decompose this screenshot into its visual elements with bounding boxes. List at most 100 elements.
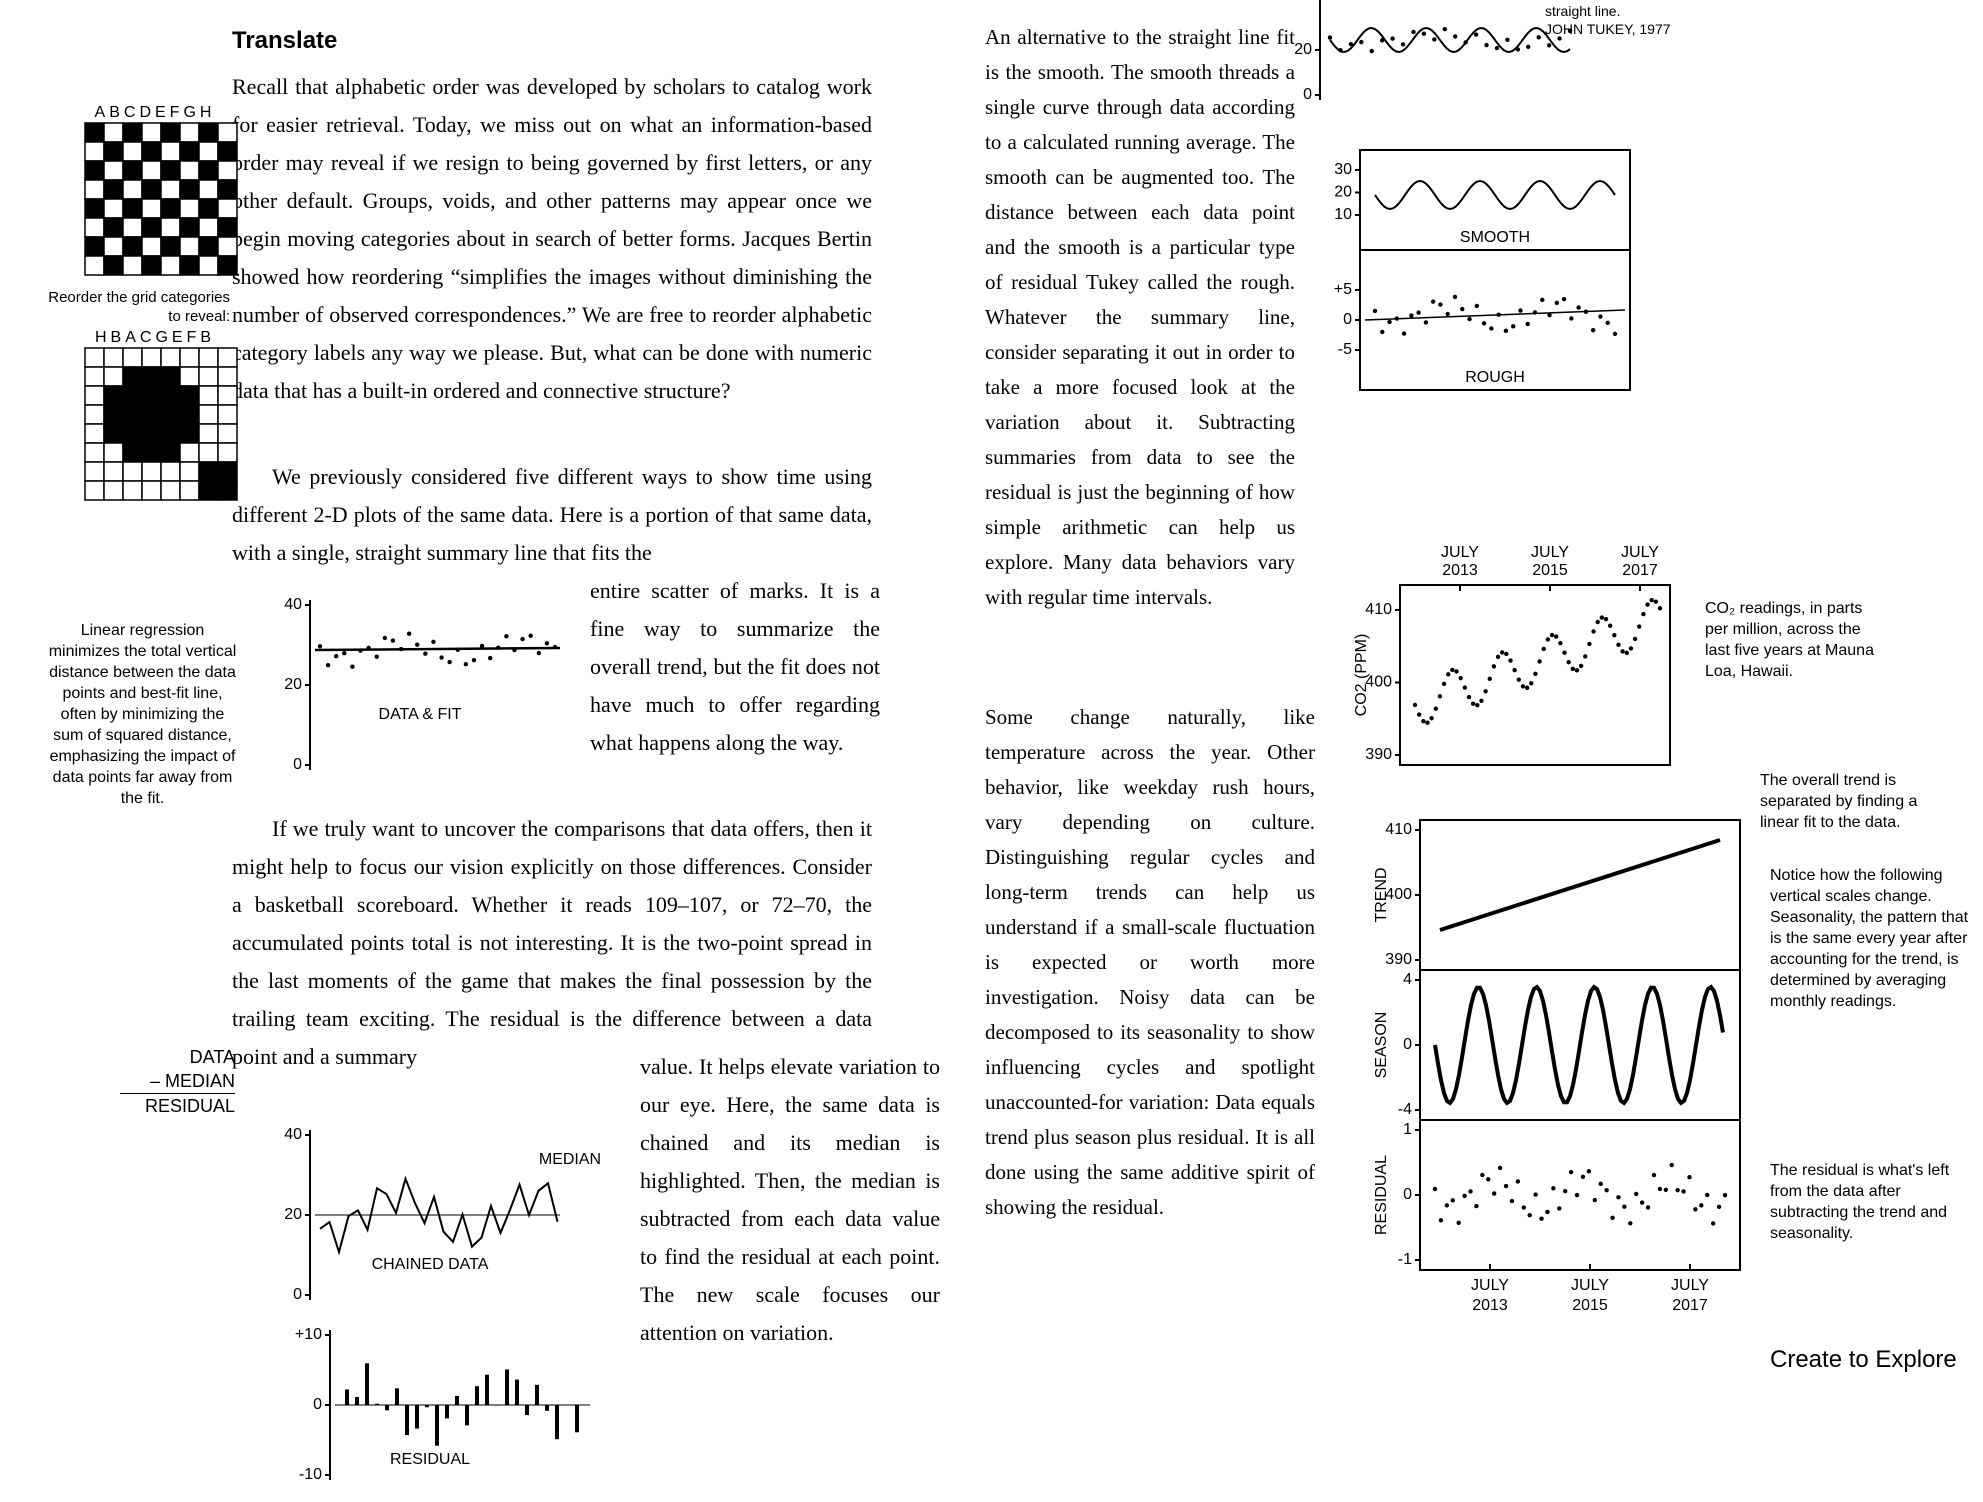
bar xyxy=(465,1405,469,1426)
grid-cell xyxy=(217,423,238,444)
dot xyxy=(1450,667,1455,673)
dot xyxy=(1400,42,1406,47)
curve xyxy=(1374,179,1616,211)
grid-label: ABCDEFGH xyxy=(95,104,216,121)
dot xyxy=(1578,663,1584,669)
bar xyxy=(555,1405,559,1440)
grid-cell xyxy=(103,385,124,406)
grid-cell xyxy=(217,236,238,257)
panel-label: SEASON xyxy=(1373,1012,1390,1079)
dot xyxy=(1491,1191,1497,1196)
panel xyxy=(1419,819,1741,971)
grid-cell xyxy=(217,480,238,501)
grid-cell xyxy=(103,122,124,143)
dot xyxy=(1454,669,1459,674)
dot xyxy=(1586,1169,1592,1174)
tick-label: 400 xyxy=(1365,674,1392,691)
dot xyxy=(1508,658,1513,663)
dot xyxy=(1545,637,1551,642)
paragraph: If we truly want to uncover the comparis… xyxy=(232,816,872,1069)
dot xyxy=(423,651,428,656)
dot xyxy=(1446,672,1451,677)
grid-cell xyxy=(141,198,162,219)
dot xyxy=(1563,1188,1568,1194)
grid-cell xyxy=(179,160,200,181)
dot xyxy=(366,645,371,651)
caption: Notice how the following vertical scales… xyxy=(1770,867,1969,1010)
dot xyxy=(1592,1197,1597,1203)
dot xyxy=(1557,36,1562,41)
dot xyxy=(1458,675,1463,681)
dot xyxy=(382,635,388,641)
dot xyxy=(1529,681,1534,686)
grid-cell xyxy=(84,461,105,482)
x-label: 2015 xyxy=(1572,1297,1608,1314)
x-label: JULY xyxy=(1671,1277,1709,1294)
grid-cell xyxy=(122,236,143,257)
paragraph: We previously considered five different … xyxy=(232,464,872,565)
heading: Translate xyxy=(232,27,338,54)
dot xyxy=(520,636,525,642)
equation-line: RESIDUAL xyxy=(144,1096,235,1116)
paragraph: Recall that alphabetic order was develop… xyxy=(232,74,872,403)
rough-line xyxy=(1364,309,1626,321)
dot xyxy=(1496,312,1501,317)
dot xyxy=(1429,716,1434,721)
caption: The residual is what's left from the dat… xyxy=(1770,1162,1950,1242)
axis-title: CO2 (PPM) xyxy=(1353,634,1370,717)
bar xyxy=(415,1405,419,1429)
figure: 410 400 390 TREND 4 0 -4 SEASON 1 0 -1 RESIDUAL JULY… xyxy=(1373,819,1741,1314)
tick-label: 20 xyxy=(284,676,302,693)
dot xyxy=(1541,646,1546,652)
tick-label: 410 xyxy=(1365,601,1392,618)
grid-cell xyxy=(160,179,181,200)
tick-label: 40 xyxy=(284,1126,302,1143)
dot xyxy=(1569,316,1574,321)
dot xyxy=(1484,42,1489,48)
dot xyxy=(1380,329,1385,335)
tick-label: -1 xyxy=(1398,1251,1412,1268)
dot xyxy=(1462,685,1468,690)
dot xyxy=(1632,636,1638,642)
paragraph: An alternative to the straight line fit … xyxy=(985,25,1295,609)
grid-cell xyxy=(160,480,181,501)
grid-cell xyxy=(160,461,181,482)
grid-cell xyxy=(122,255,143,276)
grid-cell xyxy=(84,160,105,181)
grid-cell xyxy=(122,442,143,463)
grid-cell xyxy=(103,160,124,181)
tick-label: 0 xyxy=(293,756,302,773)
bar xyxy=(515,1379,519,1405)
grid-cell xyxy=(198,255,219,276)
grid-cell xyxy=(217,217,238,238)
grid-cell xyxy=(198,423,219,444)
dot xyxy=(1425,720,1430,725)
dot xyxy=(1462,1193,1467,1199)
caption: The overall trend is separated by findin… xyxy=(1760,772,1918,831)
dot xyxy=(1520,684,1526,689)
figure: +10 0 -10 RESIDUAL xyxy=(295,1326,590,1483)
dot xyxy=(1539,1216,1544,1221)
grid-cell xyxy=(103,423,124,444)
grid-cell xyxy=(198,236,219,257)
footer: Create to Explore xyxy=(1770,1346,1957,1373)
dot xyxy=(1416,310,1421,315)
grid-cell xyxy=(84,480,105,501)
dot xyxy=(1533,671,1538,677)
dot xyxy=(1512,667,1517,673)
grid-label: HBACGEFB xyxy=(95,329,215,346)
grid-cell xyxy=(198,179,219,200)
frame xyxy=(1399,584,1671,766)
dot xyxy=(536,650,541,656)
dot xyxy=(1547,312,1552,318)
dot xyxy=(1583,654,1588,659)
grid-cell xyxy=(103,442,124,463)
dot xyxy=(1595,619,1600,625)
grid-cell xyxy=(84,366,105,387)
bar xyxy=(485,1374,489,1405)
dot xyxy=(1483,689,1488,694)
grid-cell xyxy=(122,347,143,368)
dot xyxy=(1481,321,1487,326)
dot xyxy=(439,655,444,660)
dot xyxy=(1497,1165,1503,1171)
